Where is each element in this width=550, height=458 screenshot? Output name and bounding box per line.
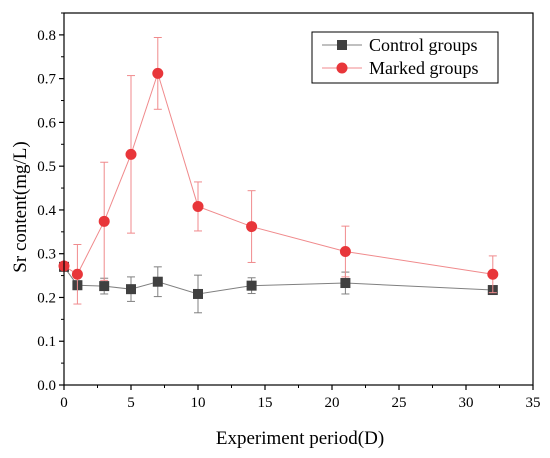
data-point	[152, 67, 164, 79]
data-point	[339, 246, 351, 258]
y-tick-label-2: 0.2	[37, 290, 56, 306]
y-tick-label-4: 0.4	[37, 203, 56, 219]
y-tick-label-1: 0.1	[37, 334, 56, 350]
data-point	[125, 148, 137, 160]
data-point	[152, 276, 163, 287]
y-tick-label-7: 0.7	[37, 72, 56, 88]
data-point	[340, 278, 351, 289]
x-axis-title: Experiment period(D)	[216, 428, 384, 449]
legend-marker-control	[337, 40, 347, 50]
x-tick-label-4: 20	[325, 395, 340, 411]
x-tick-label-7: 35	[526, 395, 541, 411]
x-tick-label-5: 25	[392, 395, 407, 411]
x-tick-label-0: 0	[60, 395, 68, 411]
axes-layer: 0 5 10 15 20 25 30 35 0.0 0.1 0.2 0.3 0.4 0.5 0.6 0.7 0.…	[37, 12, 541, 411]
y-tick-label-0: 0.0	[37, 378, 56, 394]
y-tick-label-8: 0.8	[37, 28, 56, 44]
legend-label-marked: Marked groups	[369, 58, 478, 78]
x-tick-label-6: 30	[459, 395, 474, 411]
legend-label-control: Control groups	[369, 35, 478, 55]
data-point	[98, 215, 110, 227]
x-tick-label-1: 5	[127, 395, 135, 411]
legend: Control groups Marked groups	[311, 31, 499, 84]
plot-layer	[58, 37, 499, 314]
data-point	[99, 281, 110, 292]
data-point	[487, 268, 499, 280]
data-point	[193, 288, 203, 299]
series-line-1	[63, 71, 493, 275]
y-tick-label-5: 0.5	[37, 159, 56, 175]
data-point	[126, 284, 136, 295]
data-point	[192, 200, 204, 212]
series-0	[59, 261, 498, 314]
data-point	[246, 221, 258, 233]
y-axis-title: Sr content(mg/L)	[10, 141, 31, 272]
x-tick-label-3: 15	[258, 395, 273, 411]
x-tick-label-2: 10	[191, 395, 206, 411]
y-tick-label-3: 0.3	[37, 247, 56, 263]
series-1	[58, 37, 499, 305]
data-point	[71, 268, 83, 280]
y-tick-label-6: 0.6	[37, 115, 56, 131]
data-point	[246, 280, 257, 291]
legend-marker-marked	[336, 62, 348, 74]
